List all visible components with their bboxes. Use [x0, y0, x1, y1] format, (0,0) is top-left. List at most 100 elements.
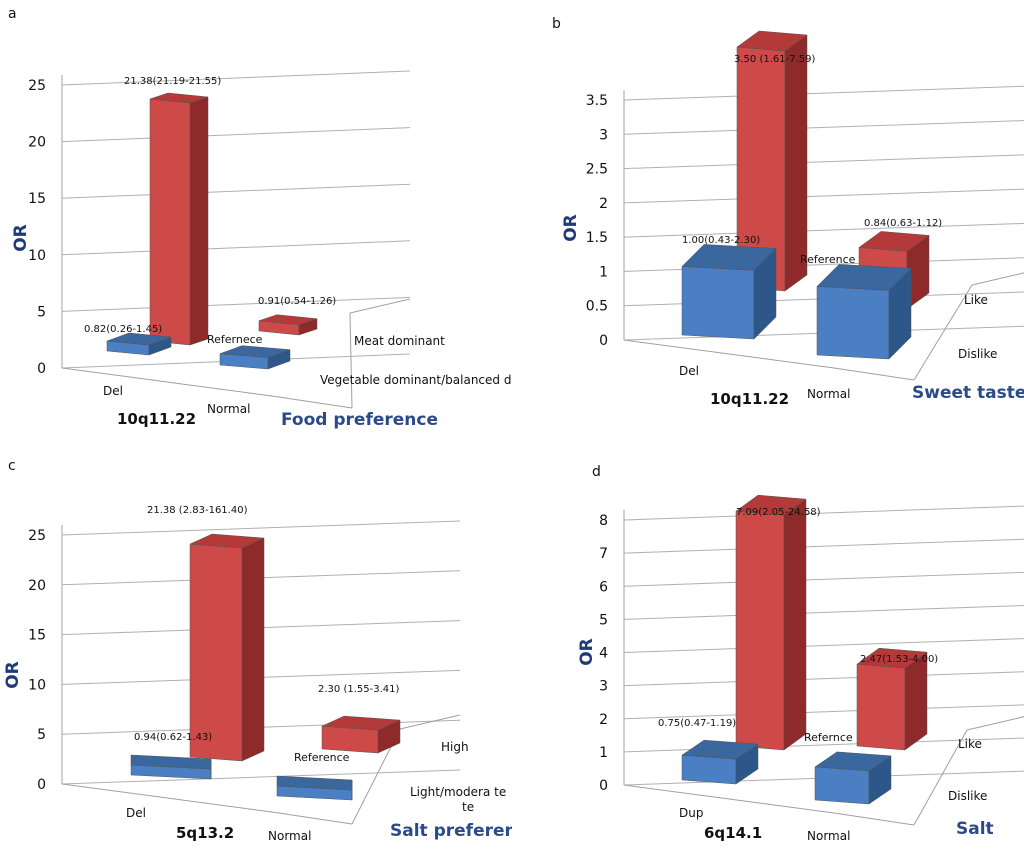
- category-label-0: Dup: [679, 806, 703, 820]
- bar-blue-0: [106, 332, 172, 356]
- y-tick-label: 1: [599, 745, 608, 761]
- floor-back-edge: [971, 272, 1024, 286]
- bar-blue-1: [276, 775, 353, 801]
- category-label-1: Normal: [807, 829, 850, 843]
- bar-red-0: [189, 533, 265, 762]
- chart-svg-b: b 0 0.5 1 1.5 2 2.5 3 3.5 OR 3.50 (1.61-7.59) 0.…: [552, 16, 1024, 408]
- chart-svg-d: d 0 1 2 3 4 5 6 7 8 OR 7.09(2.05-24.58) 2.47(1.53…: [577, 464, 1024, 843]
- bar-front-face: [735, 510, 785, 751]
- bar-top-face: [149, 92, 209, 104]
- y-tick-label: 0: [599, 778, 608, 794]
- y-tick-label: 0: [37, 361, 46, 377]
- bar-front-face: [321, 725, 379, 754]
- series-axis-label-1: Dislike: [948, 789, 987, 803]
- y-tick-label: 0.5: [586, 299, 608, 315]
- bar-blue-1: [816, 264, 912, 360]
- y-tick-label: 1: [599, 264, 608, 280]
- bar-side-face: [904, 651, 928, 751]
- y-tick-label: 0: [37, 777, 46, 793]
- y-axis-label: OR: [577, 638, 597, 666]
- gridline: [623, 571, 1024, 587]
- floor-side-edge: [913, 284, 973, 381]
- series-axis-label-0: Like: [958, 737, 982, 751]
- bar-front-face: [149, 98, 191, 346]
- panel-letter: d: [592, 464, 601, 480]
- bar-side-face: [241, 537, 265, 762]
- series-axis-label-1: Light/modera te: [410, 785, 506, 799]
- floor-back-edge: [349, 298, 411, 314]
- series-axis-title: Salt: [956, 819, 994, 839]
- bar-top-face: [106, 332, 172, 346]
- series-axis-label-0: Meat dominant: [354, 334, 445, 348]
- floor-front-edge-2: [833, 367, 915, 381]
- data-label: 0.84(0.63-1.12): [864, 218, 942, 229]
- category-axis-title: 10q11.22: [710, 390, 789, 408]
- y-tick-label: 3.5: [586, 93, 608, 109]
- bar-top-face: [816, 264, 912, 291]
- chart-panel-c: c 0 5 10 15 20 25 OR 21.38 (2.83-161.40) 2.30 …: [0, 430, 538, 847]
- series-axis-label-1: Dislike: [958, 347, 997, 361]
- floor-back-edge: [966, 716, 1024, 731]
- bar-top-face: [681, 739, 759, 760]
- category-label-0: Del: [103, 384, 123, 398]
- y-tick-label: 10: [28, 677, 46, 693]
- bar-front-face: [856, 663, 906, 751]
- bar-top-face: [681, 244, 777, 271]
- bar-blue-0: [681, 739, 759, 785]
- data-label: 0.94(0.62-1.43): [134, 732, 212, 743]
- gridline: [61, 296, 411, 312]
- floor-front-edge: [61, 783, 273, 813]
- category-label-1: Normal: [207, 402, 250, 416]
- gridline: [61, 769, 461, 785]
- y-tick-label: 6: [599, 579, 608, 595]
- data-label: Reference: [294, 751, 350, 764]
- y-tick-label: 25: [28, 528, 46, 544]
- bar-top-face: [258, 314, 318, 325]
- data-label: 7.09(2.05-24.58): [736, 507, 821, 518]
- y-tick-label: 2.5: [586, 162, 608, 178]
- data-label: 3.50 (1.61-7.59): [734, 54, 815, 65]
- bar-blue-1: [219, 345, 291, 370]
- series-axis-label-1-wrap: te: [462, 800, 474, 814]
- floor-side-edge: [913, 729, 968, 826]
- bar-top-face: [321, 715, 401, 731]
- category-label-1: Normal: [268, 829, 311, 843]
- bar-red-0: [149, 92, 209, 346]
- gridline: [623, 538, 1024, 554]
- bar-top-face: [856, 647, 928, 669]
- gridline: [623, 704, 1024, 720]
- panel-letter: a: [8, 6, 17, 22]
- y-tick-label: 25: [28, 78, 46, 94]
- gridline: [623, 604, 1024, 620]
- gridline: [61, 520, 461, 536]
- category-axis-title: 5q13.2: [176, 824, 234, 842]
- category-axis-title: 10q11.22: [117, 410, 196, 428]
- data-label: 0.91(0.54-1.26): [258, 296, 336, 307]
- floor-front-edge-2: [833, 812, 915, 826]
- gridline: [623, 505, 1024, 521]
- y-tick-label: 2: [599, 196, 608, 212]
- bar-side-face: [189, 96, 209, 346]
- y-tick-label: 5: [37, 304, 46, 320]
- bar-top-face: [735, 494, 807, 516]
- bar-blue-1: [814, 751, 892, 805]
- category-axis-title: 6q14.1: [704, 824, 762, 842]
- gridline: [623, 222, 1024, 238]
- bar-red-0: [736, 30, 808, 292]
- data-label: 0.75(0.47-1.19): [658, 718, 736, 729]
- y-axis-label: OR: [561, 214, 581, 242]
- bar-red-1: [258, 314, 318, 336]
- bar-red-1: [321, 715, 401, 754]
- chart-svg-c: c 0 5 10 15 20 25 OR 21.38 (2.83-161.40) 2.30 …: [3, 458, 538, 843]
- y-axis-label: OR: [11, 224, 31, 252]
- bar-top-face: [736, 30, 808, 52]
- y-axis-label: OR: [3, 661, 23, 689]
- gridline: [623, 638, 1024, 653]
- gridline: [61, 183, 411, 199]
- series-axis-label-0: High: [441, 740, 469, 754]
- y-tick-label: 10: [28, 248, 46, 264]
- y-tick-label: 5: [37, 727, 46, 743]
- bar-front-face: [681, 266, 755, 340]
- gridline: [623, 154, 1024, 170]
- data-label: Reference: [800, 253, 856, 266]
